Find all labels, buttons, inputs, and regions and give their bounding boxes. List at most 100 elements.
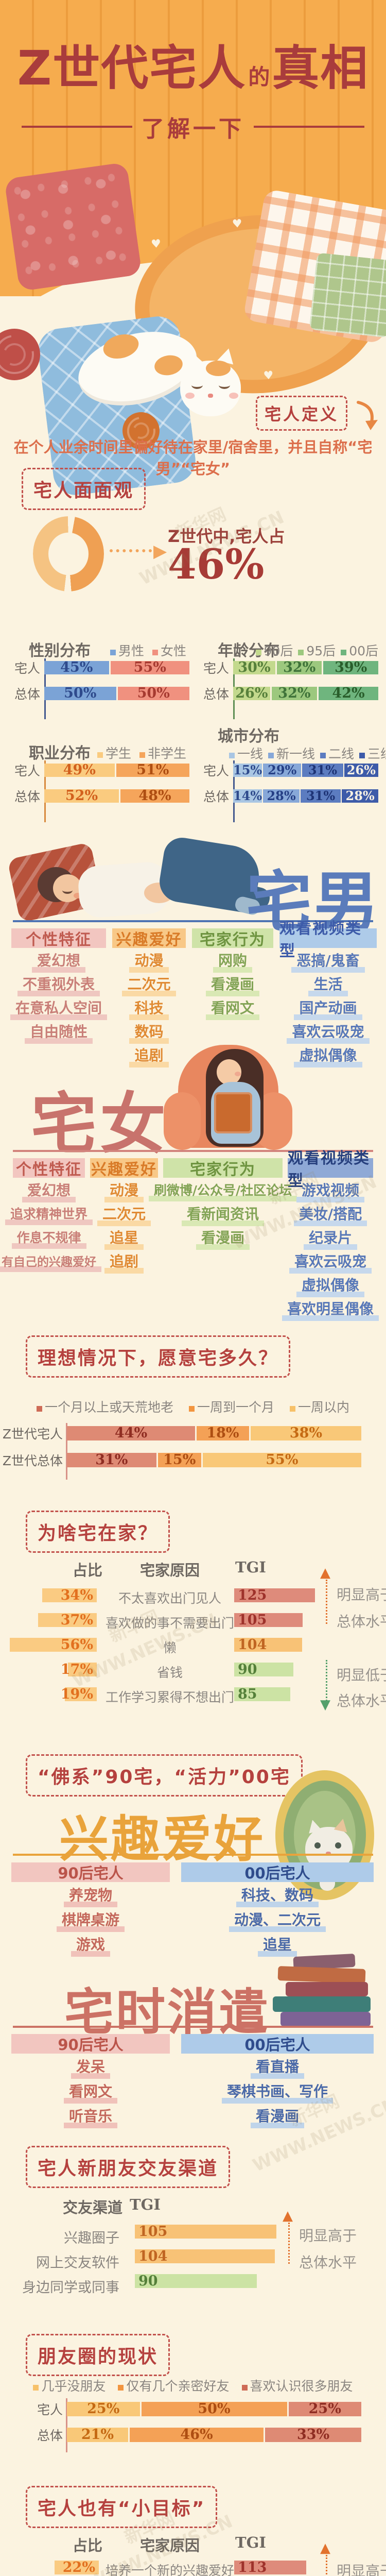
trait-item: 在意私人空间 [10, 996, 108, 1020]
age-row-zhairen: 宅人 30% 32% 39% [203, 660, 379, 676]
hobby-item: 二次元 [122, 973, 176, 996]
green-plaid-blanket-illustration [309, 252, 386, 338]
header-hobby: 兴趣爱好 [112, 928, 186, 949]
heart-icon: ♥ [232, 217, 243, 231]
hobby-item: 动漫 [104, 1179, 144, 1202]
section-badge-goals: 宅人也有“小目标” [26, 2486, 218, 2528]
trait-item: 自由随性 [24, 1020, 93, 1044]
definition-text: 在个人业余时间里偏好待在家里/宿舍里，并且自称“宅男”“宅女” [13, 438, 373, 478]
age-chart-title: 年龄分布 [218, 642, 279, 660]
definition-badge: 宅人定义 [256, 396, 348, 431]
video-item: 纪录片 [303, 1226, 357, 1250]
pastime-underline [13, 2026, 373, 2028]
pastime-90-item: 听音乐 [63, 2105, 117, 2128]
gender-row-zhairen: 宅人 45% 55% [14, 660, 189, 676]
video-item: 国产动画 [294, 996, 362, 1020]
subtitle-line-right [254, 126, 364, 128]
col-header-tgi: TGI [130, 2196, 161, 2213]
behavior-item: 看漫画 [196, 1226, 250, 1250]
hobby-item: 追剧 [104, 1250, 144, 1274]
trait-item: 追求精神世界 [5, 1204, 93, 1225]
header-video: 观看视频类型 [288, 1149, 373, 1190]
dotted-connector [110, 549, 152, 552]
section-badge-overview: 宅人面面观 [22, 468, 146, 510]
col-header-reason: 宅家原因 [139, 1562, 200, 1579]
trait-item: 爱幻想 [22, 1179, 76, 1202]
occupation-row-total: 总体 52% 48% [14, 789, 189, 804]
hobby-item: 二次元 [97, 1202, 151, 1226]
hobby-90-item: 棋牌桌游 [56, 1908, 125, 1932]
col-header-pct: 占比 [72, 2537, 103, 2554]
col-header-pct: 占比 [72, 1562, 103, 1579]
zhainan-items: 爱幻想 动漫 网购 恶搞/鬼畜 不重视外表 二次元 看漫画 生活 在意私人空间 … [10, 949, 377, 1067]
header-personality: 个性特征 [11, 928, 106, 949]
city-row-total: 总体 14% 28% 31% 28% [203, 789, 378, 804]
lying-man-illustration [7, 835, 272, 923]
red-yarn-ball-illustration [0, 329, 40, 380]
donut-chart-zhai-share [33, 516, 104, 591]
col-header-tgi: TGI [235, 2534, 266, 2551]
zhainv-items: 爱幻想 动漫 刷微博/公众号/社区论坛 游戏视频 追求精神世界 二次元 看新闻资… [0, 1179, 379, 1321]
subtitle-row: 了解一下 [0, 110, 386, 143]
hobby-00-item: 科技、数码 [236, 1884, 319, 1907]
video-item: 喜欢云吸宠 [287, 1020, 370, 1044]
annotation-above-average: ▲ 明显高于 总体水平 [320, 2540, 386, 2576]
hobby-underline [13, 1854, 373, 1856]
trait-item: 不重视外表 [17, 973, 100, 996]
red-dotted-pillow-illustration [4, 162, 143, 292]
generation-hobby-items: 养宠物 科技、数码 棋牌桌游 动漫、二次元 游戏 追星 [11, 1883, 374, 1957]
duration-legend: 一个月以上或天荒地老 一周到一个月 一周以内 [0, 1397, 386, 1416]
trait-item: 有自己的兴趣爱好 [0, 1251, 101, 1272]
hobby-00-item: 追星 [257, 1933, 297, 1957]
triangle-up-icon: ▲ [320, 1565, 330, 1581]
arrow-right-icon: ▶ [153, 541, 167, 562]
section-badge-generation: “佛系”90宅，“活力”00宅 [26, 1754, 303, 1797]
generation-pastime-items: 发呆 看直播 看网文 琴棋书画、写作 听音乐 看漫画 [11, 2055, 374, 2129]
trait-item: 爱幻想 [31, 949, 85, 973]
pastime-section-title: 宅时消遣 [64, 1984, 270, 2041]
books-stack-illustration [265, 1953, 376, 2027]
hobby-section-title: 兴趣爱好 [59, 1810, 265, 1868]
reading-girl-illustration [164, 1045, 292, 1150]
hobby-item: 动漫 [129, 949, 169, 973]
triangle-up-icon: ▲ [283, 2208, 293, 2224]
page-title: Z世代宅人 的 真相 [0, 30, 386, 98]
hobby-90-item: 养宠物 [63, 1884, 117, 1907]
hobby-item: 数码 [129, 1020, 169, 1044]
occupation-chart-title: 职业分布 [29, 744, 91, 762]
zhainan-category-headers: 个性特征 兴趣爱好 宅家行为 观看视频类型 [11, 920, 377, 960]
header-90s: 90后宅人 [11, 2034, 170, 2054]
video-item: 虚拟偶像 [294, 1044, 362, 1067]
hobby-item: 追星 [104, 1226, 144, 1250]
circle-row-zhairen: 宅人 25% 50% 25% [0, 2402, 386, 2417]
hobby-item: 追剧 [129, 1044, 169, 1067]
video-item: 虚拟偶像 [296, 1274, 364, 1297]
header-90s: 90后宅人 [11, 1862, 170, 1882]
section-badge-duration: 理想情况下，愿意宅多久？ [26, 1335, 291, 1378]
age-row-total: 总体 26% 32% 42% [203, 686, 378, 702]
header-hobby: 兴趣爱好 [90, 1158, 158, 1179]
pastime-90-item: 发呆 [71, 2055, 110, 2079]
col-header-channel: 交友渠道 [62, 2199, 123, 2216]
pastime-00-item: 琴棋书画、写作 [221, 2080, 333, 2104]
header-personality: 个性特征 [13, 1158, 85, 1179]
col-header-tgi: TGI [235, 1558, 266, 1576]
section-badge-why-home: 为啥宅在家？ [26, 1511, 170, 1553]
triangle-up-icon: ▲ [320, 2540, 330, 2556]
gender-chart-title: 性别分布 [29, 642, 91, 660]
header-00s: 00后宅人 [181, 2034, 374, 2054]
title-part2: 真相 [272, 41, 369, 96]
hobby-00-item: 动漫、二次元 [229, 1908, 326, 1932]
duration-row-total: Z世代总体 31% 15% 55% [0, 1453, 386, 1468]
city-row-zhairen: 宅人 15% 29% 31% 26% [203, 764, 379, 778]
pastime-90-item: 看网文 [63, 2080, 117, 2104]
trait-item: 作息不规律 [11, 1227, 86, 1249]
header-video: 观看视频类型 [279, 920, 377, 960]
section-badge-friends: 宅人新朋友交友渠道 [26, 2146, 231, 2188]
donut-percentage: 46% [168, 540, 265, 588]
annotation-above-average: ▲ 明显高于 总体水平 [283, 2208, 357, 2271]
video-item: 恶搞/鬼畜 [291, 949, 365, 973]
zhainv-category-headers: 个性特征 兴趣爱好 宅家行为 观看视频类型 [13, 1149, 373, 1190]
header-behavior: 宅家行为 [192, 928, 273, 949]
behavior-item: 看网文 [205, 996, 259, 1020]
